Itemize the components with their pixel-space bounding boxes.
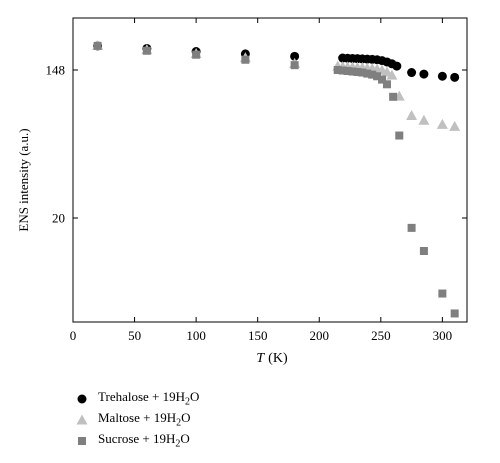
data-point (338, 66, 347, 75)
legend-label: Trehalose + 19H2O (98, 389, 200, 408)
data-point (290, 61, 299, 70)
data-point (343, 67, 352, 76)
data-point (368, 70, 377, 79)
data-point (392, 61, 402, 71)
legend-label: Sucrose + 19H2O (98, 431, 190, 450)
data-point (407, 68, 417, 78)
legend: Trehalose + 19H2O Maltose + 19H2O Sucros… (72, 388, 199, 451)
data-point (389, 92, 398, 101)
x-axis-unit: (K) (268, 351, 288, 366)
data-point (438, 289, 447, 298)
legend-item-sucrose: Sucrose + 19H2O (72, 430, 199, 451)
data-point (353, 68, 362, 77)
x-tick-label: 50 (128, 328, 141, 343)
x-tick-label: 200 (310, 328, 330, 343)
legend-circle-marker (72, 394, 92, 404)
data-point (419, 69, 429, 79)
plot-frame (72, 17, 468, 323)
legend-item-maltose: Maltose + 19H2O (72, 409, 199, 430)
data-point (192, 50, 201, 59)
axis-labels: ENS intensity (a.u.) T (K) (16, 128, 288, 366)
data-point (419, 247, 428, 256)
data-point (373, 72, 382, 81)
plot-area: 0 50 100 150 200 250 300 148 20 (46, 17, 468, 343)
data-point (395, 131, 404, 140)
data-point (449, 120, 461, 131)
data-point (386, 69, 398, 80)
data-point (418, 114, 430, 125)
data-point (450, 72, 460, 82)
data-point (436, 118, 448, 129)
data-point (437, 71, 447, 81)
x-tick-label: 0 (70, 328, 77, 343)
x-axis-label: T (K) (256, 351, 288, 366)
data-point (382, 80, 391, 89)
data-point (290, 51, 300, 61)
x-tick-label: 250 (371, 328, 391, 343)
data-point (241, 55, 250, 64)
x-axis-symbol: T (256, 351, 265, 366)
y-tick-label: 148 (46, 63, 66, 78)
legend-square-marker (72, 436, 92, 446)
legend-label: Maltose + 19H2O (98, 410, 191, 429)
y-tick-label: 20 (52, 211, 65, 226)
data-point (406, 109, 418, 120)
y-axis-label: ENS intensity (a.u.) (16, 128, 31, 231)
series-3 (93, 41, 459, 318)
x-tick-label: 300 (433, 328, 453, 343)
x-tick-label: 150 (248, 328, 268, 343)
data-point (333, 66, 342, 74)
legend-triangle-marker (72, 414, 92, 425)
data-markers (92, 40, 461, 318)
data-point (450, 309, 459, 318)
legend-item-trehalose: Trehalose + 19H2O (72, 388, 199, 409)
data-point (93, 41, 102, 50)
data-point (407, 223, 416, 232)
data-point (363, 69, 372, 78)
data-point (378, 75, 387, 84)
data-point (358, 68, 367, 77)
data-point (142, 46, 151, 55)
data-point (348, 67, 357, 76)
x-tick-label: 100 (186, 328, 206, 343)
